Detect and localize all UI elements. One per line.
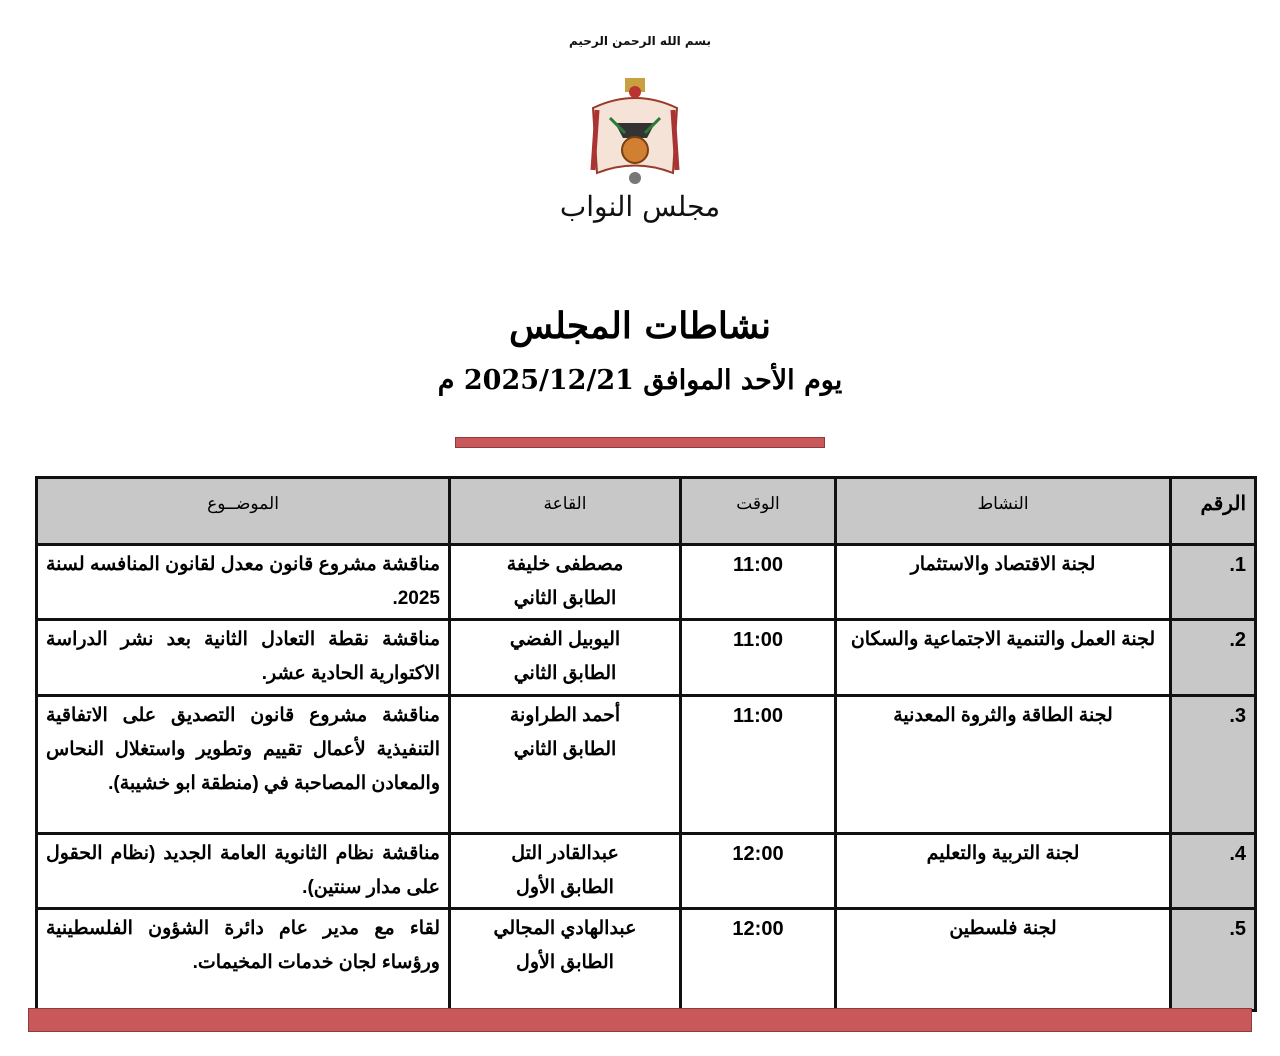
hall-floor: الطابق الأول [516,952,614,973]
row-num: 3. [1169,694,1257,835]
jordan-coat-of-arms-icon [590,78,680,184]
hall-floor: الطابق الأول [516,877,614,898]
row-activity: لجنة الطاقة والثروة المعدنية [834,694,1172,835]
row-time: 11:00 [679,694,837,835]
row-subject: مناقشة نظام الثانوية العامة الجديد (نظام… [35,832,451,910]
row-activity: لجنة التربية والتعليم [834,832,1172,910]
row-time: 11:00 [679,543,837,621]
hall-name: عبدالهادي المجالي [493,918,637,939]
basmala: بسم الله الرحمن الرحيم [568,34,712,48]
hall-floor: الطابق الثاني [513,663,617,684]
header-activity: النشاط [834,476,1172,546]
activities-table: الرقم النشاط الوقت القاعة الموضــوع 1. ل… [35,476,1257,1012]
parliament-logo-text: مجلس النواب [559,190,721,223]
row-hall: أحمد الطراونة الطابق الثاني [448,694,682,835]
row-time: 12:00 [679,907,837,1012]
row-hall: عبدالقادر التل الطابق الأول [448,832,682,910]
hall-name: اليوبيل الفضي [509,629,621,650]
row-num: 5. [1169,907,1257,1012]
date-line: يوم الأحد الموافق 2025/12/21 م [437,365,843,396]
decorative-divider [455,437,825,448]
header-subject: الموضــوع [35,476,451,546]
footer-divider [28,1008,1252,1032]
row-time: 11:00 [679,618,837,697]
row-subject: مناقشة نقطة التعادل الثانية بعد نشر الدر… [35,618,451,697]
hall-name: مصطفى خليفة [506,554,624,575]
row-subject: مناقشة مشروع قانون التصديق على الاتفاقية… [35,694,451,835]
row-subject: مناقشة مشروع قانون معدل لقانون المنافسه … [35,543,451,621]
hall-floor: الطابق الثاني [513,588,617,609]
row-activity: لجنة فلسطين [834,907,1172,1012]
row-hall: عبدالهادي المجالي الطابق الأول [448,907,682,1012]
table-row: 1. لجنة الاقتصاد والاستثمار 11:00 مصطفى … [35,543,1257,621]
table-row: 4. لجنة التربية والتعليم 12:00 عبدالقادر… [35,832,1257,910]
table-row: 5. لجنة فلسطين 12:00 عبدالهادي المجالي ال… [35,907,1257,1012]
hall-name: أحمد الطراونة [509,705,621,726]
header-num: الرقم [1169,476,1257,546]
page-title: نشاطات المجلس [509,305,771,347]
hall-name: عبدالقادر التل [511,843,619,864]
row-activity: لجنة الاقتصاد والاستثمار [834,543,1172,621]
table-row: 3. لجنة الطاقة والثروة المعدنية 11:00 أح… [35,694,1257,835]
row-subject: لقاء مع مدير عام دائرة الشؤون الفلسطينية… [35,907,451,1012]
row-num: 1. [1169,543,1257,621]
header-hall: القاعة [448,476,682,546]
row-time: 12:00 [679,832,837,910]
row-activity: لجنة العمل والتنمية الاجتماعية والسكان [834,618,1172,697]
row-hall: اليوبيل الفضي الطابق الثاني [448,618,682,697]
table-header-row: الرقم النشاط الوقت القاعة الموضــوع [35,476,1257,546]
row-num: 4. [1169,832,1257,910]
hall-floor: الطابق الثاني [513,739,617,760]
table-row: 2. لجنة العمل والتنمية الاجتماعية والسكا… [35,618,1257,697]
row-num: 2. [1169,618,1257,697]
row-hall: مصطفى خليفة الطابق الثاني [448,543,682,621]
header-time: الوقت [679,476,837,546]
